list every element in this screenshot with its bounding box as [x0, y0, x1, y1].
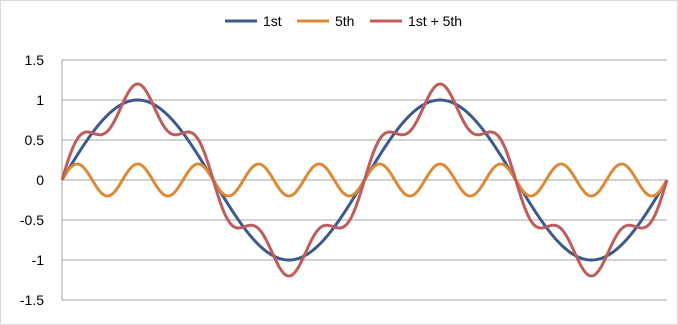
- y-tick-label: -0.5: [20, 212, 44, 228]
- y-tick-label: 0: [36, 172, 44, 188]
- legend-label: 5th: [335, 13, 354, 29]
- y-tick-label: 1.5: [25, 52, 45, 68]
- y-tick-label: -1.5: [20, 292, 44, 308]
- series-lines: [60, 82, 669, 278]
- y-tick-label: -1: [32, 252, 45, 268]
- legend-label: 1st: [263, 13, 282, 29]
- y-tick-label: 1: [36, 92, 44, 108]
- legend-label: 1st + 5th: [408, 13, 462, 29]
- series-line-3: [60, 82, 669, 278]
- gridlines: [61, 59, 667, 301]
- y-tick-label: 0.5: [25, 132, 45, 148]
- y-axis-tick-labels: 1.5 1 0.5 0 -0.5 -1 -1.5: [20, 52, 44, 308]
- legend: 1st 5th 1st + 5th: [225, 13, 462, 29]
